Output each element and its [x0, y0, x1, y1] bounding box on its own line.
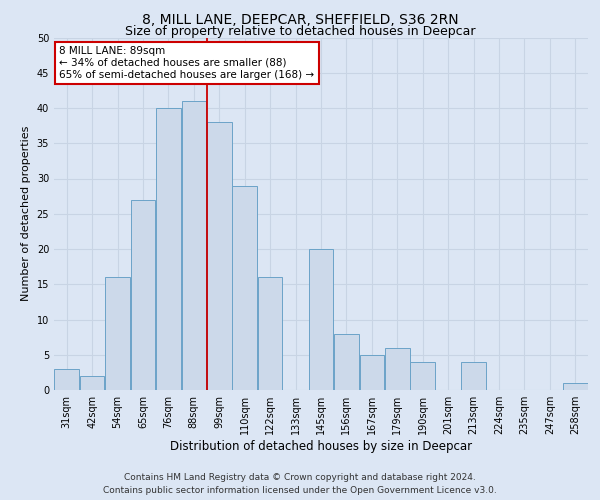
Bar: [55, 369, 79, 390]
Bar: [563, 383, 587, 390]
Text: Contains HM Land Registry data © Crown copyright and database right 2024.
Contai: Contains HM Land Registry data © Crown c…: [103, 474, 497, 495]
Bar: [105, 277, 130, 390]
Bar: [258, 277, 283, 390]
Bar: [385, 348, 410, 390]
Bar: [207, 122, 232, 390]
Bar: [80, 376, 104, 390]
Bar: [308, 249, 334, 390]
X-axis label: Distribution of detached houses by size in Deepcar: Distribution of detached houses by size …: [170, 440, 472, 453]
Bar: [410, 362, 435, 390]
Bar: [359, 355, 384, 390]
Bar: [156, 108, 181, 390]
Bar: [461, 362, 486, 390]
Bar: [334, 334, 359, 390]
Text: Size of property relative to detached houses in Deepcar: Size of property relative to detached ho…: [125, 25, 475, 38]
Y-axis label: Number of detached properties: Number of detached properties: [21, 126, 31, 302]
Bar: [131, 200, 155, 390]
Bar: [182, 101, 206, 390]
Text: 8, MILL LANE, DEEPCAR, SHEFFIELD, S36 2RN: 8, MILL LANE, DEEPCAR, SHEFFIELD, S36 2R…: [142, 12, 458, 26]
Bar: [232, 186, 257, 390]
Text: 8 MILL LANE: 89sqm
← 34% of detached houses are smaller (88)
65% of semi-detache: 8 MILL LANE: 89sqm ← 34% of detached hou…: [59, 46, 314, 80]
